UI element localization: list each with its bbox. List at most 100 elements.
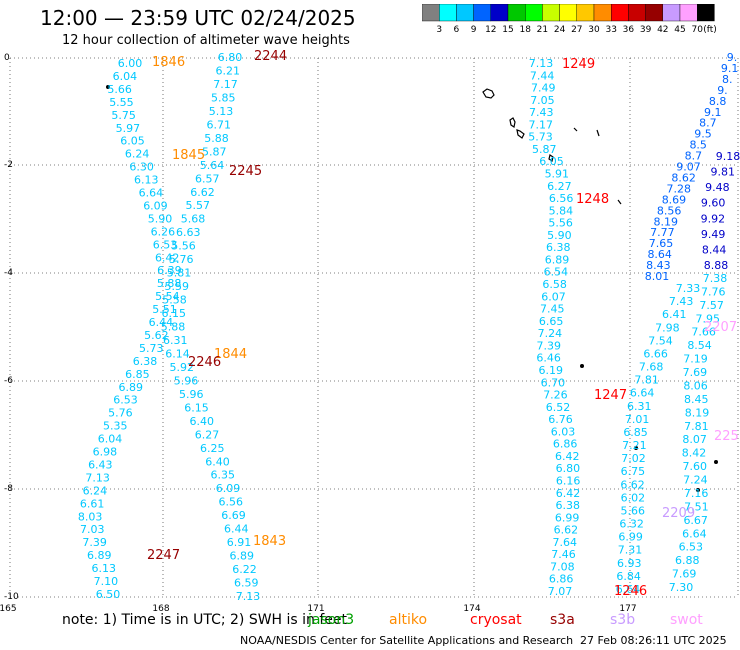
wave-height-value: 6.44 xyxy=(224,523,249,536)
footer-note: note: 1) Time is in UTC; 2) SWH is in fe… xyxy=(62,612,348,628)
wave-height-value: 6.56 xyxy=(549,192,574,205)
color-scale-label: 36 xyxy=(623,25,635,35)
color-scale-label: 39 xyxy=(640,25,652,35)
wave-height-value: 7.46 xyxy=(551,548,576,561)
wave-height-value: 6.44 xyxy=(149,316,174,329)
x-tick-label: 165 xyxy=(0,604,17,614)
wave-height-value: 6.91 xyxy=(227,536,252,549)
color-scale-label: 6 xyxy=(454,25,460,35)
wave-height-value: 6.99 xyxy=(618,531,643,544)
wave-height-value: 6.89 xyxy=(87,549,112,562)
wave-height-value: 6.14 xyxy=(165,347,190,360)
wave-height-value: 7.64 xyxy=(552,536,577,549)
x-tick-label: 171 xyxy=(307,604,324,614)
wave-height-value: 7.02 xyxy=(621,452,646,465)
wave-height-value: 6.27 xyxy=(547,180,572,193)
color-scale-label: 30 xyxy=(588,25,600,35)
pass-time-label: 2207 xyxy=(704,320,737,335)
wave-height-value: 9.07 xyxy=(676,161,701,174)
y-tick-label: 0 xyxy=(4,53,10,63)
wave-height-value: 6.31 xyxy=(163,334,188,347)
wave-height-value: 6.04 xyxy=(113,70,138,83)
pass-time-label: 1249 xyxy=(562,57,595,72)
wave-height-value: 7.69 xyxy=(683,366,708,379)
pass-time-label: 1845 xyxy=(172,148,205,163)
wave-height-value: 8.06 xyxy=(683,379,708,392)
wave-height-value: 5.96 xyxy=(179,388,204,401)
wave-height-value: 6.58 xyxy=(542,278,567,291)
wave-height-value: 9.49 xyxy=(701,228,726,241)
color-scale-label: 24 xyxy=(554,25,566,35)
wave-height-value: 6.32 xyxy=(619,518,644,531)
wave-height-value: 6.89 xyxy=(230,550,255,563)
y-tick-label: -8 xyxy=(4,484,13,494)
wave-height-value: 6.09 xyxy=(216,482,241,495)
satellite-legend: jason3 altiko cryosat s3a s3b swot xyxy=(0,612,740,632)
wave-height-value: 5.76 xyxy=(169,253,194,266)
wave-height-value: 5.59 xyxy=(165,280,190,293)
pass-time-label: 2244 xyxy=(254,49,287,64)
track-d: 7.337.436.417.987.546.667.687.816.646.31… xyxy=(616,282,701,596)
wave-height-value: 9.18 xyxy=(716,150,740,163)
wave-height-value: 6.24 xyxy=(83,484,108,497)
wave-height-value: 7.81 xyxy=(634,374,659,387)
wave-height-value: 5.90 xyxy=(547,229,572,242)
wave-height-value: 7.45 xyxy=(540,303,565,316)
color-scale-label: 18 xyxy=(519,25,531,35)
wave-height-value: 5.73 xyxy=(528,131,553,144)
wave-height-value: 5.58 xyxy=(162,294,187,307)
wave-height-value: 5.13 xyxy=(209,105,234,118)
wave-height-value: 6.56 xyxy=(219,496,244,509)
wave-height-value: 8.64 xyxy=(647,248,672,261)
color-scale-label: 21 xyxy=(537,25,548,35)
island-dot xyxy=(714,460,718,464)
wave-height-value: 7.39 xyxy=(536,339,561,352)
wave-height-value: 6.62 xyxy=(554,524,579,537)
altimeter-tracks: 6.006.045.665.555.755.976.056.246.306.13… xyxy=(78,51,740,603)
wave-height-value: 6.80 xyxy=(556,462,581,475)
generation-timestamp: 27 Feb 08:26:11 UTC 2025 xyxy=(580,634,727,647)
wave-height-value: 6.35 xyxy=(211,469,236,482)
wave-height-value: 6.31 xyxy=(627,400,652,413)
wave-height-value: 5.87 xyxy=(532,143,557,156)
wave-height-value: 8.45 xyxy=(684,393,709,406)
island-dot xyxy=(106,85,110,89)
y-tick-label: -2 xyxy=(4,160,13,170)
wave-height-value: 6.70 xyxy=(541,376,566,389)
track-e: 7.387.767.577.957.668.547.197.698.068.45… xyxy=(669,272,728,594)
wave-height-value: 9. xyxy=(727,51,738,64)
wave-height-value: 6.52 xyxy=(546,401,571,414)
wave-height-value: 6.71 xyxy=(207,118,232,131)
wave-height-value: 7.65 xyxy=(649,237,674,250)
island-dot xyxy=(696,488,700,492)
wave-height-value: 6.21 xyxy=(216,64,241,77)
wave-height-value: 6.38 xyxy=(546,241,571,254)
wave-height-value: 7.01 xyxy=(625,413,650,426)
track-a: 6.006.045.665.555.755.976.056.246.306.13… xyxy=(78,57,182,601)
wave-height-value: 8.56 xyxy=(657,204,682,217)
wave-height-value: 7.57 xyxy=(699,299,724,312)
wave-height-value: 5.88 xyxy=(157,277,182,290)
wave-height-value: 7.17 xyxy=(528,118,553,131)
x-tick-label: 177 xyxy=(619,604,636,614)
wave-height-value: 8.07 xyxy=(682,433,707,446)
wave-height-value: 5.75 xyxy=(111,109,136,122)
pass-time-label: 1843 xyxy=(253,534,286,549)
wave-height-value: 6.15 xyxy=(184,401,209,414)
pass-time-label: 2246 xyxy=(188,355,221,370)
map-title: 12:00 — 23:59 UTC 02/24/2025 xyxy=(40,6,356,30)
wave-height-value: 6.59 xyxy=(234,577,259,590)
wave-height-value: 6.42 xyxy=(155,251,180,264)
island-outline xyxy=(482,88,495,99)
island-outline xyxy=(509,117,516,128)
wave-height-value: 7.30 xyxy=(669,581,694,594)
wave-height-value: 7.43 xyxy=(529,106,554,119)
wave-height-value: 5.66 xyxy=(621,504,646,517)
wave-height-value: 6.42 xyxy=(555,450,580,463)
wave-height-value: 8.44 xyxy=(702,243,727,256)
wave-height-value: 6.61 xyxy=(80,497,105,510)
wave-height-value: 7.17 xyxy=(213,78,238,91)
wave-height-value: 7.43 xyxy=(669,295,694,308)
